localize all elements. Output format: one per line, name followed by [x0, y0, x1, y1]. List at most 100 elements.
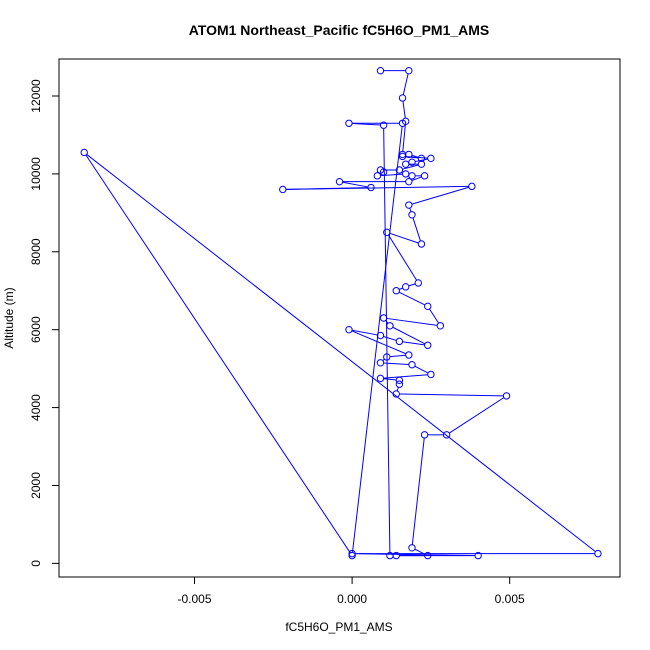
data-point	[436, 322, 445, 330]
data-point	[395, 337, 404, 346]
data-point	[376, 331, 385, 340]
data-point	[424, 551, 432, 560]
series-segment	[399, 393, 504, 397]
data-point	[405, 201, 413, 209]
data-point	[345, 325, 353, 334]
series-segment	[429, 308, 440, 324]
data-point	[401, 283, 410, 291]
data-point	[392, 287, 400, 295]
series-segment	[405, 156, 428, 159]
series-segment	[402, 164, 419, 170]
series-segment	[415, 158, 428, 163]
data-point	[408, 172, 416, 180]
series-segment	[285, 185, 469, 190]
series-segment	[412, 217, 421, 242]
data-point	[414, 279, 422, 287]
series-segment	[409, 207, 412, 212]
data-point	[405, 351, 413, 359]
data-point	[405, 66, 413, 75]
series-segment	[386, 317, 438, 326]
data-point	[405, 177, 413, 186]
series-segment	[342, 181, 368, 188]
series-segment	[388, 234, 418, 281]
series-points	[80, 66, 602, 560]
data-point	[401, 170, 410, 178]
chart-title: ATOM1 Northeast_Pacific fC5H6O_PM1_AMS	[189, 22, 490, 38]
data-point	[376, 66, 385, 75]
data-point	[348, 551, 356, 560]
data-point	[420, 431, 429, 439]
data-point	[468, 182, 476, 191]
series-segment	[86, 154, 596, 553]
y-tick-label: 2000	[29, 472, 43, 499]
data-point	[408, 361, 416, 369]
series-segment	[383, 378, 397, 381]
series-segment	[383, 374, 428, 379]
x-tick-label: 0.000	[337, 592, 367, 606]
y-axis-label: Altitude (m)	[2, 287, 16, 348]
series-segment	[396, 387, 399, 392]
data-point	[408, 544, 416, 552]
series-segment	[402, 124, 406, 152]
data-point	[398, 94, 407, 102]
series-segment	[383, 362, 409, 366]
series-segment	[383, 335, 397, 341]
series-segment	[414, 365, 429, 374]
series-segment	[392, 326, 426, 345]
data-point	[395, 166, 404, 174]
series-segment	[398, 287, 403, 290]
y-tick-label: 4000	[29, 394, 43, 421]
data-point	[427, 370, 435, 379]
data-point	[398, 119, 407, 127]
data-point	[379, 121, 388, 129]
data-point	[383, 228, 391, 237]
series-segment	[402, 101, 406, 119]
x-tick-label: 0.005	[495, 592, 525, 606]
data-point	[442, 431, 451, 439]
series-segment	[389, 232, 419, 244]
x-axis: -0.005 0.000 0.005	[178, 576, 525, 606]
x-tick-label: -0.005	[178, 592, 212, 606]
data-point	[379, 314, 388, 322]
data-point	[386, 551, 394, 560]
series-segment	[411, 186, 469, 205]
series-segment	[389, 354, 406, 358]
plot-frame	[58, 58, 621, 578]
data-point	[392, 390, 400, 398]
data-point	[424, 302, 432, 311]
y-tick-label: 12000	[29, 79, 43, 113]
series-lines	[85, 70, 596, 557]
data-point	[420, 172, 429, 180]
data-point	[348, 549, 356, 558]
series-segment	[411, 176, 422, 182]
data-point	[398, 152, 407, 161]
data-point	[379, 168, 388, 176]
series-segment	[411, 437, 425, 545]
series-segment	[402, 341, 425, 346]
data-point	[345, 119, 353, 127]
series-segment	[351, 126, 403, 553]
data-point	[386, 322, 394, 330]
series-segment	[351, 330, 407, 355]
data-point	[417, 160, 426, 168]
data-point	[373, 172, 382, 180]
series-segment	[85, 154, 351, 554]
series-segment	[402, 73, 409, 95]
series-segment	[383, 128, 391, 553]
series-segment	[449, 397, 505, 434]
x-axis-label: fC5H6O_PM1_AMS	[285, 620, 392, 634]
data-point	[335, 177, 344, 186]
data-point	[427, 154, 435, 163]
series-segment	[408, 283, 416, 287]
data-point	[395, 380, 404, 388]
data-point	[80, 148, 88, 157]
data-point	[417, 240, 426, 248]
data-point	[594, 549, 602, 558]
y-tick-label: 6000	[29, 316, 43, 343]
data-point	[279, 185, 287, 194]
data-point	[401, 160, 410, 168]
series-segment	[352, 329, 378, 336]
data-point	[408, 211, 416, 219]
data-point	[376, 359, 385, 367]
